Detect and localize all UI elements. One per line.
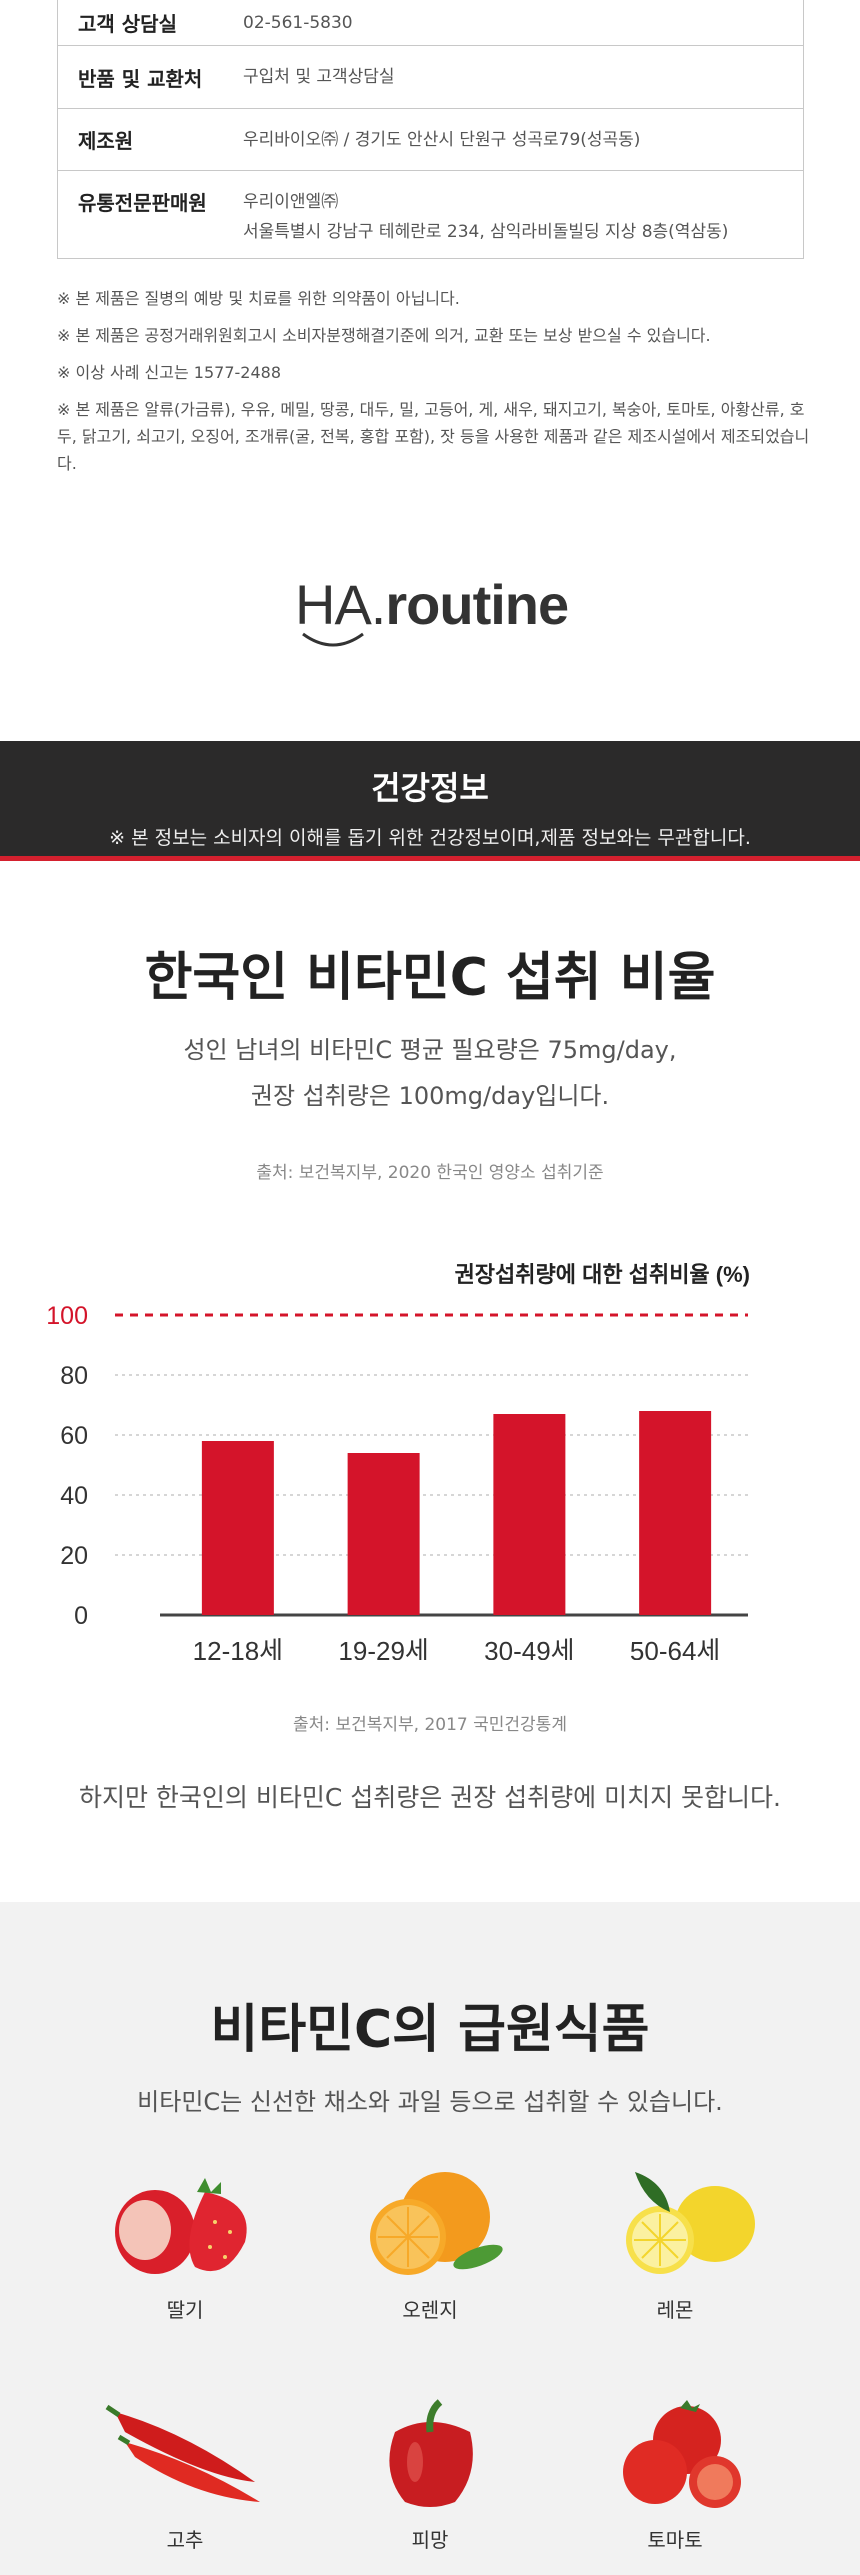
y-tick-label: 100 [46,1302,88,1330]
intake-bar-chart: 권장섭취량에 대한 섭취비율 (%) 100 80 60 40 20 0 12-18세 19-… [46,1262,750,1666]
product-notes: ※ 본 제품은 질병의 예방 및 치료를 위한 의약품이 아닙니다. ※ 본 제… [57,285,817,487]
product-info-table: 고객 상담실 02-561-5830 반품 및 교환처 구입처 및 고객상담실 … [57,0,804,259]
y-tick-label: 20 [60,1542,88,1570]
info-value: 02-561-5830 [243,12,353,33]
food-item: 고추 [70,2392,300,2553]
sources-desc: 비타민C는 신선한 채소와 과일 등으로 섭취할 수 있습니다. [137,2088,723,2116]
food-item: 딸기 [70,2162,300,2323]
bar [493,1414,566,1615]
bar [347,1453,420,1615]
strawberry-icon [115,2178,247,2274]
y-tick-label: 80 [60,1362,88,1390]
x-tick-label: 50-64세 [630,1636,720,1660]
food-name: 딸기 [166,2298,204,2322]
info-key: 반품 및 교환처 [78,66,203,91]
info-key: 제조원 [78,129,134,153]
logo-routine: routine [385,573,569,636]
ha-routine-logo: HA.routine [295,572,570,652]
info-key: 고객 상담실 [78,12,177,36]
logo-wordmark: HA.routine [295,573,569,636]
note: ※ 이상 사례 신고는 1577-2488 [57,363,282,382]
intake-source: 출처: 보건복지부, 2020 한국인 영양소 섭취기준 [256,1163,604,1183]
banner-title: 건강정보 [371,769,489,807]
y-tick-label: 60 [60,1422,88,1450]
y-tick-label: 0 [74,1602,88,1630]
intake-title: 한국인 비타민C 섭취 비율 [144,948,716,1008]
x-tick-label: 12-18세 [193,1636,283,1660]
sources-title: 비타민C의 급원식품 [210,2000,650,2060]
logo-smile-icon [302,632,364,647]
bell-pepper-icon [389,2399,473,2507]
intake-desc-line-1: 성인 남녀의 비타민C 평균 필요량은 75mg/day, [183,1036,677,1064]
tomato-icon [623,2400,741,2508]
lemon-icon [626,2172,755,2274]
chart-source: 출처: 보건복지부, 2017 국민건강통계 [293,1715,567,1735]
bar [201,1441,274,1615]
chart-title: 권장섭취량에 대한 섭취비율 (%) [455,1262,750,1287]
intake-conclusion: 하지만 한국인의 비타민C 섭취량은 권장 섭취량에 미치지 못합니다. [78,1783,782,1812]
logo-ha: HA [295,573,372,636]
logo-dot: . [370,573,387,636]
x-tick-label: 30-49세 [484,1636,574,1660]
bar [639,1411,712,1615]
note: ※ 본 제품은 질병의 예방 및 치료를 위한 의약품이 아닙니다. [57,289,460,308]
note: ※ 본 제품은 공정거래위원회고시 소비자분쟁해결기준에 의거, 교환 또는 보… [57,326,711,345]
intake-desc-line-2: 권장 섭취량은 100mg/day입니다. [250,1082,610,1110]
food-item: 오렌지 [315,2162,545,2323]
info-row-customer-center: 고객 상담실 02-561-5830 [57,0,804,46]
food-name: 레몬 [656,2298,694,2322]
food-item: 토마토 [560,2392,790,2553]
info-row-distributor: 유통전문판매원 우리이앤엘㈜ 서울특별시 강남구 테헤란로 234, 삼익라비돌… [57,171,804,259]
orange-icon [370,2172,503,2275]
food-name: 토마토 [647,2528,703,2552]
info-key: 유통전문판매원 [78,191,207,215]
x-tick-label: 19-29세 [338,1636,428,1660]
banner-subtitle: ※ 본 정보는 소비자의 이해를 돕기 위한 건강정보이며,제품 정보와는 무관… [109,827,751,849]
y-tick-label: 40 [60,1482,88,1510]
info-row-return: 반품 및 교환처 구입처 및 고객상담실 [57,46,804,109]
info-value: 우리바이오㈜ / 경기도 안산시 단원구 성곡로79(성곡동) [243,129,641,150]
intake-chart: 권장섭취량에 대한 섭취비율 (%) 100 80 60 40 20 0 12-18세 19-… [0,1240,860,1666]
food-name: 오렌지 [402,2298,458,2322]
info-value: 구입처 및 고객상담실 [243,67,395,87]
info-value-line: 서울특별시 강남구 테헤란로 234, 삼익라비돌빌딩 지상 8층(역삼동) [243,221,729,242]
food-item: 레몬 [560,2162,790,2323]
note: ※ 본 제품은 알류(가금류), 우유, 메밀, 땅콩, 대두, 밀, 고등어,… [57,400,810,473]
info-row-manufacturer: 제조원 우리바이오㈜ / 경기도 안산시 단원구 성곡로79(성곡동) [57,109,804,171]
food-item: 피망 [315,2392,545,2553]
info-value-line: 우리이앤엘㈜ [243,191,339,212]
vitamin-c-sources-section: 비타민C의 급원식품 비타민C는 신선한 채소와 과일 등으로 섭취할 수 있습… [0,1902,860,2575]
info-value: 우리이앤엘㈜ 서울특별시 강남구 테헤란로 234, 삼익라비돌빌딩 지상 8층… [243,183,803,247]
food-name: 피망 [411,2528,449,2552]
health-info-banner: 건강정보 ※ 본 정보는 소비자의 이해를 돕기 위한 건강정보이며,제품 정보… [0,741,860,861]
food-name: 고추 [166,2528,204,2552]
chili-pepper-icon [105,2404,260,2502]
